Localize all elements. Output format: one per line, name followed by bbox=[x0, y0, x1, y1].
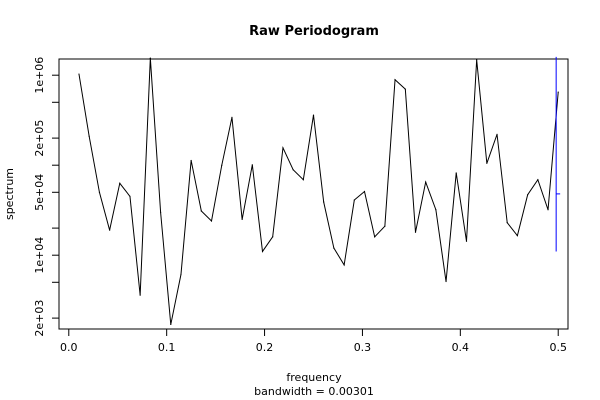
data-points bbox=[78, 57, 559, 326]
data-point bbox=[251, 164, 253, 166]
data-point bbox=[496, 133, 498, 135]
data-point bbox=[557, 91, 559, 93]
data-point bbox=[323, 201, 325, 203]
data-point bbox=[527, 194, 529, 196]
data-point bbox=[272, 236, 274, 238]
data-point bbox=[384, 225, 386, 227]
confidence-interval-bar bbox=[555, 56, 561, 252]
data-point bbox=[343, 264, 345, 266]
data-point bbox=[292, 169, 294, 171]
y-tick-label: 2e+05 bbox=[33, 120, 46, 157]
data-point bbox=[180, 273, 182, 276]
x-tick-label: 0.3 bbox=[354, 341, 372, 354]
data-point bbox=[394, 79, 396, 81]
y-tick-label: 5e+04 bbox=[33, 174, 46, 211]
data-point bbox=[455, 172, 457, 174]
data-point bbox=[537, 179, 539, 181]
data-point bbox=[302, 179, 304, 181]
x-tick-label: 0.4 bbox=[452, 341, 470, 354]
data-point bbox=[88, 135, 90, 137]
data-point bbox=[363, 190, 366, 193]
data-point bbox=[190, 159, 192, 162]
data-point bbox=[333, 247, 335, 249]
data-point bbox=[282, 147, 284, 149]
data-point bbox=[353, 199, 355, 201]
chart-title: Raw Periodogram bbox=[249, 24, 379, 39]
data-point bbox=[261, 250, 264, 253]
data-point bbox=[149, 57, 151, 59]
x-axis: 0.0 0.1 0.2 0.3 0.4 0.5 bbox=[60, 328, 567, 354]
data-point bbox=[435, 209, 437, 211]
data-point bbox=[476, 59, 478, 61]
data-point bbox=[129, 195, 131, 198]
y-tick-label: 1e+06 bbox=[33, 57, 46, 94]
data-point bbox=[170, 323, 172, 326]
x-tick-label: 0.1 bbox=[158, 341, 176, 354]
data-point bbox=[425, 181, 427, 183]
x-tick-label: 0.0 bbox=[60, 341, 78, 354]
data-point bbox=[98, 191, 101, 193]
y-axis-label: spectrum bbox=[3, 168, 16, 220]
data-point bbox=[506, 222, 508, 224]
x-axis-label: frequency bbox=[286, 371, 342, 384]
data-point bbox=[445, 280, 447, 283]
y-tick-label: 2e+03 bbox=[33, 300, 46, 337]
data-point bbox=[516, 235, 518, 237]
data-point bbox=[241, 218, 243, 220]
data-point bbox=[231, 116, 233, 118]
plot-frame bbox=[58, 58, 569, 330]
data-point bbox=[119, 182, 121, 184]
x-tick-label: 0.2 bbox=[256, 341, 274, 354]
data-point bbox=[200, 210, 202, 212]
data-point bbox=[221, 164, 223, 166]
data-point bbox=[312, 114, 315, 116]
y-axis: 2e+03 1e+04 5e+04 2e+05 1e+06 bbox=[33, 57, 60, 337]
data-point bbox=[465, 240, 468, 242]
data-point bbox=[210, 220, 213, 222]
data-point bbox=[139, 294, 141, 296]
x-axis-sublabel: bandwidth = 0.00301 bbox=[254, 385, 374, 398]
spectrum-line bbox=[78, 58, 559, 325]
data-point bbox=[547, 209, 549, 211]
y-tick-label: 1e+04 bbox=[33, 237, 46, 274]
data-point bbox=[160, 211, 162, 213]
data-point bbox=[109, 229, 111, 231]
data-point bbox=[374, 236, 376, 238]
data-point bbox=[404, 88, 406, 90]
data-point bbox=[78, 73, 80, 75]
x-tick-label: 0.5 bbox=[549, 341, 567, 354]
data-point bbox=[486, 162, 488, 164]
data-point bbox=[414, 231, 417, 233]
